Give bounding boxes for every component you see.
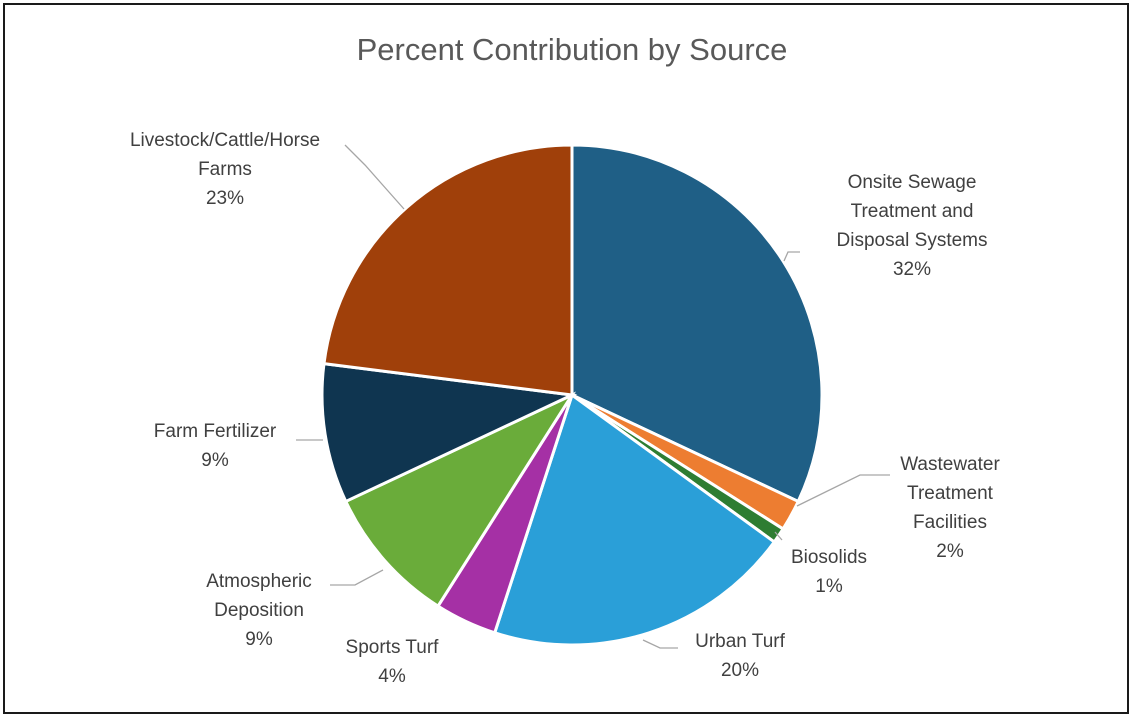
slice-label: Atmospheric Deposition 9%	[206, 571, 312, 650]
slice-category-label: Urban Turf	[695, 631, 785, 652]
slice-label: Livestock/Cattle/Horse Farms 23%	[130, 130, 320, 209]
leader-lines	[296, 144, 890, 649]
leader-line	[774, 531, 783, 541]
slice-category-label: Farm Fertilizer	[154, 421, 277, 442]
slice-category-label: Sports Turf	[346, 637, 440, 658]
slice-value-label: 9%	[245, 629, 273, 650]
pie-slice-farm-fertilizer	[320, 361, 578, 504]
chart-title: Percent Contribution by Source	[357, 32, 788, 67]
slice-label: Biosolids 1%	[791, 547, 867, 597]
leader-line	[796, 474, 890, 507]
slice-label: Onsite Sewage Treatment and Disposal Syste…	[837, 172, 988, 280]
slice-category-label: Treatment and	[851, 201, 974, 222]
slice-label: Sports Turf 4%	[346, 637, 440, 687]
slice-value-label: 2%	[936, 541, 964, 562]
slice-value-label: 9%	[201, 450, 229, 471]
pie-slice-atmospheric	[343, 391, 577, 609]
slice-category-label: Disposal Systems	[837, 230, 988, 251]
slice-value-label: 20%	[721, 660, 759, 681]
slice-category-label: Facilities	[913, 512, 987, 533]
leader-line	[344, 144, 405, 210]
slice-category-label: Onsite Sewage	[848, 172, 977, 193]
slice-category-label: Deposition	[214, 600, 304, 621]
slice-label: Wastewater Treatment Facilities 2%	[900, 454, 1000, 562]
slice-category-label: Farms	[198, 159, 252, 180]
pie-slices	[320, 143, 824, 647]
slice-label: Farm Fertilizer 9%	[154, 421, 277, 471]
pie-slice-urban-turf	[492, 392, 777, 647]
pie-slice-livestock-cattle-horse	[322, 143, 574, 397]
slice-label: Urban Turf 20%	[695, 631, 785, 681]
slice-value-label: 23%	[206, 188, 244, 209]
slice-category-label: Treatment	[907, 483, 994, 504]
slice-labels: Onsite Sewage Treatment and Disposal Syste…	[130, 130, 1001, 687]
leader-line	[642, 639, 678, 649]
leader-line	[783, 251, 800, 262]
slice-value-label: 32%	[893, 259, 931, 280]
leader-line	[330, 569, 384, 586]
slice-value-label: 1%	[815, 576, 843, 597]
slice-category-label: Biosolids	[791, 547, 867, 568]
slice-value-label: 4%	[378, 666, 406, 687]
slice-category-label: Wastewater	[900, 454, 1000, 475]
slice-category-label: Livestock/Cattle/Horse	[130, 130, 320, 151]
pie-slice-onsite-sewage	[570, 143, 824, 504]
slice-category-label: Atmospheric	[206, 571, 312, 592]
